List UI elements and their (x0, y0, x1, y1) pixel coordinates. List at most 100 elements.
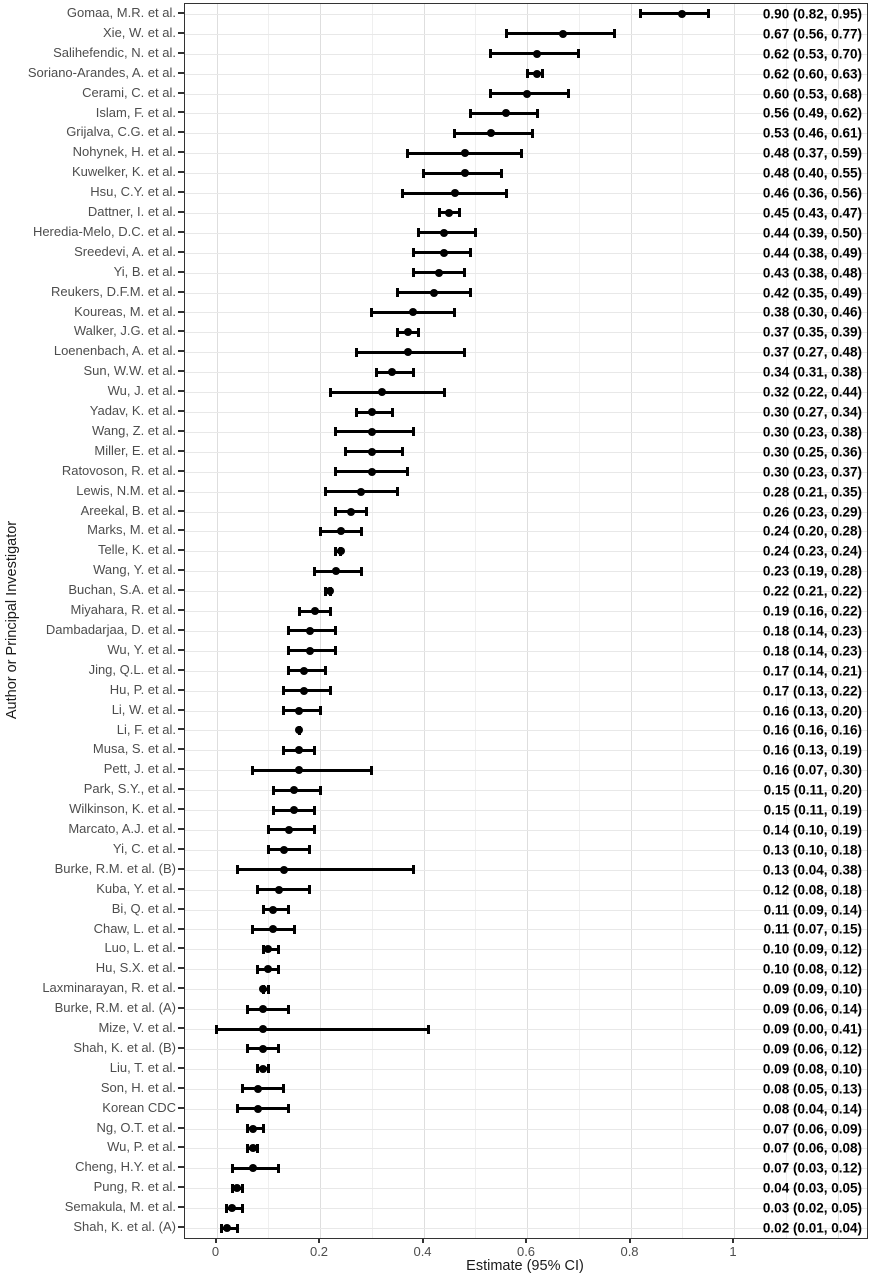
ci-end-cap (282, 686, 286, 696)
point-estimate-dot (295, 706, 304, 715)
ci-end-cap (240, 1084, 244, 1094)
ci-end-cap (411, 865, 415, 875)
horizontal-gridline (185, 13, 867, 15)
ci-end-cap (246, 1044, 250, 1054)
study-label: Cheng, H.Y. et al. (75, 1159, 176, 1175)
ci-end-cap (266, 1064, 270, 1074)
study-row: 0.24 (0.20, 0.28) (185, 521, 867, 541)
estimate-ci-label: 0.18 (0.14, 0.23) (762, 623, 862, 639)
horizontal-gridline (185, 332, 867, 334)
ci-end-cap (313, 825, 317, 835)
study-label: Hsu, C.Y. et al. (90, 184, 176, 200)
point-estimate-dot (279, 845, 288, 854)
estimate-ci-label: 0.08 (0.05, 0.13) (762, 1081, 862, 1097)
vertical-gridline (320, 4, 321, 1238)
ci-end-cap (235, 1104, 239, 1114)
point-estimate-dot (486, 129, 495, 138)
study-label: Wang, Y. et al. (93, 562, 176, 578)
study-row: 0.43 (0.38, 0.48) (185, 263, 867, 283)
study-row: 0.15 (0.11, 0.20) (185, 780, 867, 800)
horizontal-gridline (185, 531, 867, 533)
y-axis-tick (178, 350, 184, 353)
study-row: 0.16 (0.13, 0.19) (185, 740, 867, 760)
ci-end-cap (390, 407, 394, 417)
study-row: 0.08 (0.05, 0.13) (185, 1079, 867, 1099)
point-estimate-dot (409, 308, 418, 317)
point-estimate-dot (502, 109, 511, 118)
y-axis-tick (178, 788, 184, 791)
y-axis-tick (178, 469, 184, 472)
estimate-ci-label: 0.07 (0.06, 0.08) (762, 1140, 862, 1156)
y-axis-tick (178, 310, 184, 313)
ci-end-cap (334, 467, 338, 477)
study-label: Burke, R.M. et al. (B) (54, 860, 176, 876)
ci-end-cap (287, 646, 291, 656)
study-row: 0.42 (0.35, 0.49) (185, 283, 867, 303)
study-label: Son, H. et al. (100, 1079, 176, 1095)
ci-end-cap (287, 905, 291, 915)
study-label: Soriano-Arandes, A. et al. (27, 64, 176, 80)
ci-end-cap (323, 666, 327, 676)
ci-end-cap (266, 825, 270, 835)
study-row: 0.48 (0.37, 0.59) (185, 143, 867, 163)
y-axis-tick (178, 927, 184, 930)
study-label: Kuba, Y. et al. (96, 880, 176, 896)
ci-end-cap (256, 964, 260, 974)
y-axis-tick (178, 449, 184, 452)
point-estimate-dot (279, 865, 288, 874)
estimate-ci-label: 0.30 (0.23, 0.37) (762, 464, 862, 480)
point-estimate-dot (678, 9, 687, 18)
y-axis-tick (178, 1166, 184, 1169)
ci-end-cap (406, 467, 410, 477)
ci-end-cap (328, 606, 332, 616)
study-label: Marks, M. et al. (87, 522, 176, 538)
ci-end-cap (313, 805, 317, 815)
study-row: 0.11 (0.09, 0.14) (185, 900, 867, 920)
ci-end-cap (297, 606, 301, 616)
point-estimate-dot (326, 587, 335, 596)
ci-end-cap (530, 128, 534, 138)
y-axis-tick (178, 91, 184, 94)
confidence-interval-bar (257, 888, 310, 892)
estimate-ci-label: 0.09 (0.06, 0.14) (762, 1001, 862, 1017)
vertical-gridline (734, 4, 735, 1238)
estimate-ci-label: 0.09 (0.00, 0.41) (762, 1021, 862, 1037)
study-row: 0.16 (0.16, 0.16) (185, 721, 867, 741)
ci-end-cap (334, 427, 338, 437)
study-label: Marcato, A.J. et al. (68, 821, 176, 837)
vertical-gridline (785, 4, 787, 1238)
point-estimate-dot (367, 467, 376, 476)
vertical-gridline (371, 4, 373, 1238)
study-label: Korean CDC (102, 1099, 176, 1115)
ci-end-cap (251, 765, 255, 775)
study-row: 0.62 (0.53, 0.70) (185, 44, 867, 64)
study-row: 0.02 (0.01, 0.04) (185, 1218, 867, 1238)
y-axis-tick (178, 609, 184, 612)
ci-end-cap (313, 566, 317, 576)
ci-end-cap (520, 148, 524, 158)
ci-end-cap (577, 49, 581, 59)
y-axis-tick (178, 768, 184, 771)
point-estimate-dot (367, 408, 376, 416)
y-axis-tick (178, 549, 184, 552)
vertical-gridline (475, 4, 477, 1238)
horizontal-gridline (185, 909, 867, 911)
estimate-ci-label: 0.26 (0.23, 0.29) (762, 504, 862, 520)
horizontal-gridline (185, 372, 867, 374)
ci-end-cap (271, 805, 275, 815)
ci-end-cap (266, 984, 270, 994)
horizontal-gridline (185, 571, 867, 573)
ci-end-cap (453, 307, 457, 317)
ci-end-cap (489, 89, 493, 99)
horizontal-gridline (185, 829, 867, 831)
confidence-interval-bar (237, 868, 414, 872)
study-row: 0.53 (0.46, 0.61) (185, 123, 867, 143)
point-estimate-dot (248, 1144, 257, 1153)
estimate-ci-label: 0.90 (0.82, 0.95) (762, 6, 862, 22)
study-row: 0.07 (0.06, 0.09) (185, 1119, 867, 1139)
confidence-interval-bar (252, 768, 372, 772)
y-axis-tick (178, 907, 184, 910)
x-axis-tick-label: 0.2 (309, 1244, 329, 1259)
point-estimate-dot (367, 427, 376, 436)
vertical-gridline (216, 4, 218, 1238)
